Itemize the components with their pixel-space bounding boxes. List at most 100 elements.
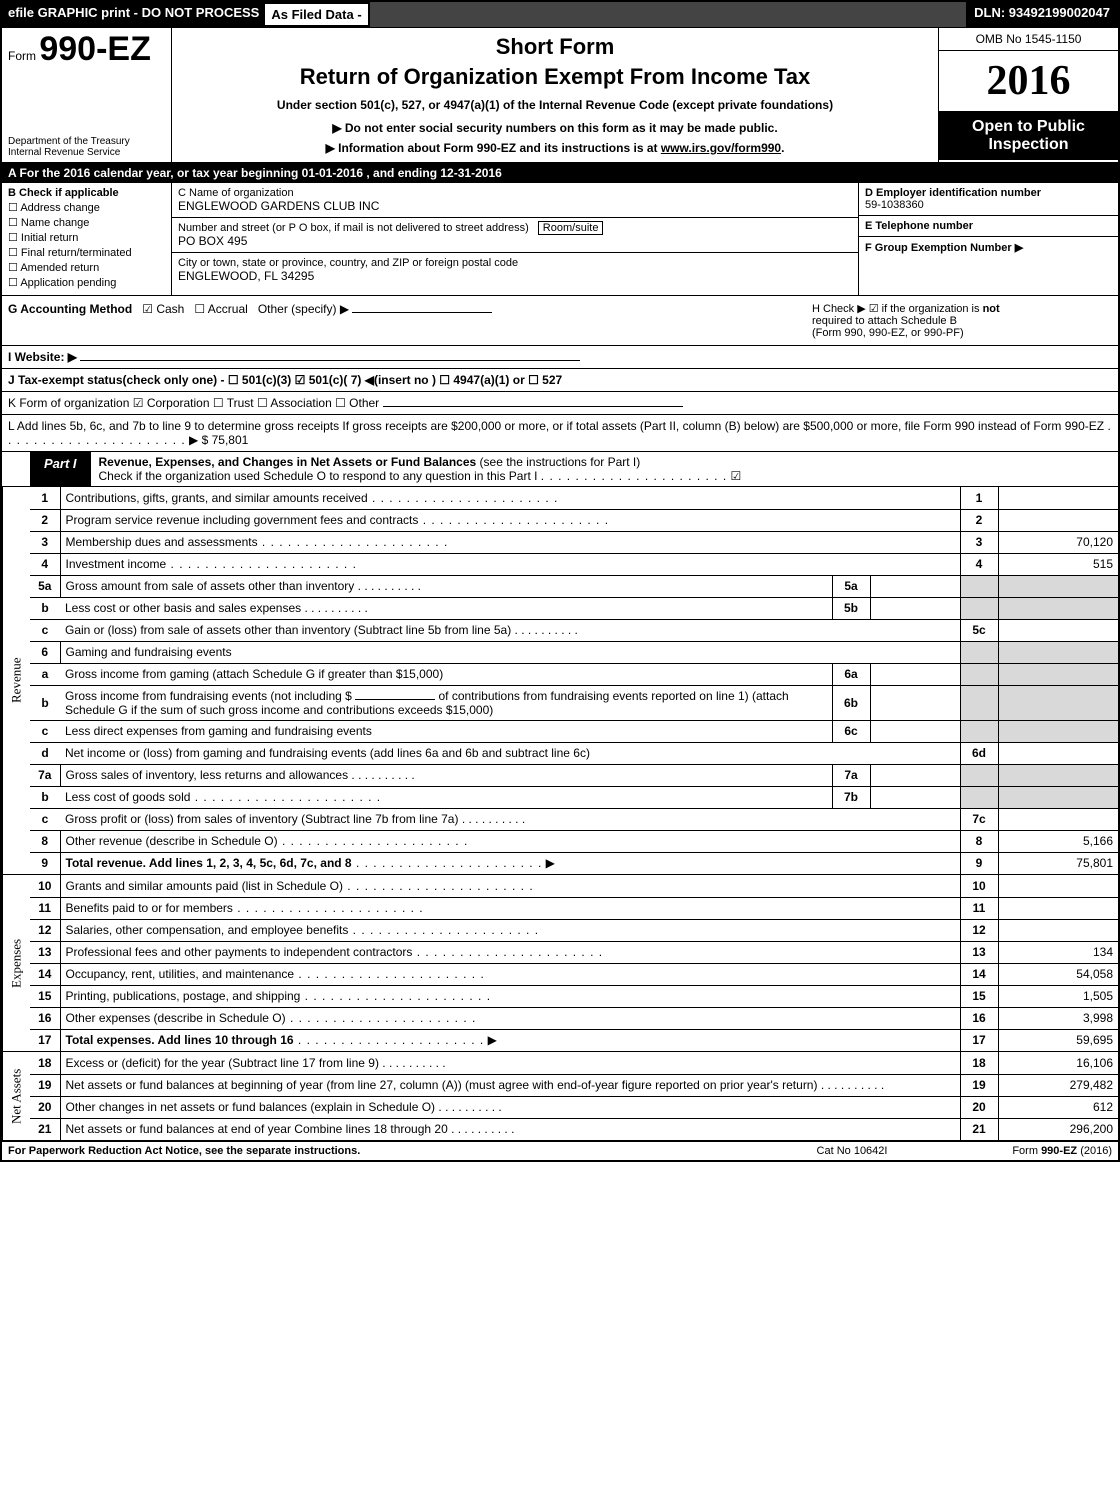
k-text: K Form of organization ☑ Corporation ☐ T…: [8, 396, 379, 410]
shade-cell: [998, 663, 1118, 685]
section-b: B Check if applicable ☐ Address change ☐…: [2, 183, 172, 295]
inner-box-val: [870, 786, 960, 808]
header-center: Short Form Return of Organization Exempt…: [172, 28, 938, 162]
line-value: 296,200: [998, 1118, 1118, 1140]
chk-address-change[interactable]: ☐ Address change: [8, 201, 165, 214]
line-box-num: 9: [960, 852, 998, 874]
line-desc: Contributions, gifts, grants, and simila…: [66, 491, 368, 505]
line-desc: Membership dues and assessments: [66, 535, 258, 549]
line-desc: Total revenue. Add lines 1, 2, 3, 4, 5c,…: [66, 856, 352, 870]
part-i-title: Revenue, Expenses, and Changes in Net As…: [91, 452, 1118, 486]
line-box-num: 17: [960, 1029, 998, 1051]
shade-cell: [960, 597, 998, 619]
h-text3: (Form 990, 990-EZ, or 990-PF): [812, 327, 964, 339]
k-other-input[interactable]: [383, 406, 683, 407]
inner-box-num: 6c: [832, 720, 870, 742]
chk-accrual[interactable]: ☐ Accrual: [194, 302, 247, 316]
h-text2: required to attach Schedule B: [812, 315, 957, 327]
inner-box-num: 5a: [832, 575, 870, 597]
line-num: d: [30, 742, 60, 764]
inner-box-val: [870, 685, 960, 720]
contrib-blank[interactable]: [355, 699, 435, 700]
no-ssn-line: ▶ Do not enter social security numbers o…: [182, 121, 928, 135]
line-box-num: 12: [960, 919, 998, 941]
line-7b: b Less cost of goods sold 7b: [30, 786, 1118, 808]
line-desc-pre: Gross income from fundraising events (no…: [65, 689, 355, 703]
chk-cash[interactable]: ☑ Cash: [142, 302, 184, 316]
shade-cell: [998, 786, 1118, 808]
line-5b: b Less cost or other basis and sales exp…: [30, 597, 1118, 619]
line-value: [998, 875, 1118, 897]
line-value: [998, 897, 1118, 919]
chk-label: Application pending: [20, 277, 116, 289]
l-text: L Add lines 5b, 6c, and 7b to line 9 to …: [8, 419, 1104, 433]
line-value: 70,120: [998, 531, 1118, 553]
line-desc: Printing, publications, postage, and shi…: [66, 989, 301, 1003]
chk-final-return[interactable]: ☐ Final return/terminated: [8, 246, 165, 259]
line-value: 16,106: [998, 1052, 1118, 1074]
line-num: 20: [30, 1096, 60, 1118]
line-num: 17: [30, 1029, 60, 1051]
chk-label: Name change: [21, 217, 90, 229]
line-17: 17 Total expenses. Add lines 10 through …: [30, 1029, 1118, 1051]
line-num: 6: [30, 641, 60, 663]
info-link[interactable]: www.irs.gov/form990: [661, 141, 781, 155]
line-desc: Gross sales of inventory, less returns a…: [66, 768, 349, 782]
line-box-num: 4: [960, 553, 998, 575]
part-i-title-paren: (see the instructions for Part I): [480, 455, 641, 469]
shade-cell: [960, 663, 998, 685]
d-label: D Employer identification number: [865, 187, 1112, 199]
revenue-block: Revenue 1 Contributions, gifts, grants, …: [2, 487, 1118, 875]
line-desc: Other changes in net assets or fund bala…: [66, 1100, 436, 1114]
header-right: OMB No 1545-1150 2016 Open to Public Ins…: [938, 28, 1118, 162]
city-label: City or town, state or province, country…: [178, 257, 852, 269]
short-form-title: Short Form: [182, 34, 928, 60]
line-value: 134: [998, 941, 1118, 963]
line-desc: Net income or (loss) from gaming and fun…: [65, 746, 590, 760]
dept-block: Department of the Treasury Internal Reve…: [8, 136, 165, 158]
line-desc: Gross income from gaming (attach Schedul…: [65, 667, 443, 681]
line-num: 8: [30, 830, 60, 852]
line-value: [998, 919, 1118, 941]
line-7c: c Gross profit or (loss) from sales of i…: [30, 808, 1118, 830]
line-num: c: [30, 720, 60, 742]
line-6: 6 Gaming and fundraising events: [30, 641, 1118, 663]
line-num: 9: [30, 852, 60, 874]
line-num: 11: [30, 897, 60, 919]
ein-value: 59-1038360: [865, 199, 1112, 211]
chk-name-change[interactable]: ☐ Name change: [8, 216, 165, 229]
line-13: 13 Professional fees and other payments …: [30, 941, 1118, 963]
line-value: [998, 619, 1118, 641]
street-label: Number and street (or P O box, if mail i…: [178, 222, 529, 234]
line-7a: 7a Gross sales of inventory, less return…: [30, 764, 1118, 786]
g-other-input[interactable]: [352, 312, 492, 313]
line-num: 15: [30, 985, 60, 1007]
shade-cell: [998, 720, 1118, 742]
line-box-num: 11: [960, 897, 998, 919]
line-value: [998, 487, 1118, 509]
line-value: 515: [998, 553, 1118, 575]
website-input[interactable]: [80, 360, 580, 361]
chk-initial-return[interactable]: ☐ Initial return: [8, 231, 165, 244]
chk-application-pending[interactable]: ☐ Application pending: [8, 276, 165, 289]
shade-cell: [998, 597, 1118, 619]
line-desc: Investment income: [66, 557, 167, 571]
line-desc: Less cost or other basis and sales expen…: [65, 601, 301, 615]
line-num: 7a: [30, 764, 60, 786]
line-desc: Gross profit or (loss) from sales of inv…: [65, 812, 458, 826]
chk-amended[interactable]: ☐ Amended return: [8, 261, 165, 274]
line-num: 2: [30, 509, 60, 531]
line-2: 2 Program service revenue including gove…: [30, 509, 1118, 531]
inner-box-val: [870, 720, 960, 742]
line-box-num: 7c: [960, 808, 998, 830]
line-num: 21: [30, 1118, 60, 1140]
l-amount: ▶ $ 75,801: [189, 433, 248, 447]
part-i-check[interactable]: ☑: [731, 469, 742, 483]
line-value: 279,482: [998, 1074, 1118, 1096]
section-k: K Form of organization ☑ Corporation ☐ T…: [2, 392, 1118, 415]
form-header: Form 990-EZ Department of the Treasury I…: [2, 28, 1118, 164]
return-title: Return of Organization Exempt From Incom…: [182, 64, 928, 90]
line-desc: Benefits paid to or for members: [66, 901, 233, 915]
line-desc: Occupancy, rent, utilities, and maintena…: [66, 967, 295, 981]
net-assets-table: 18 Excess or (deficit) for the year (Sub…: [30, 1052, 1118, 1140]
